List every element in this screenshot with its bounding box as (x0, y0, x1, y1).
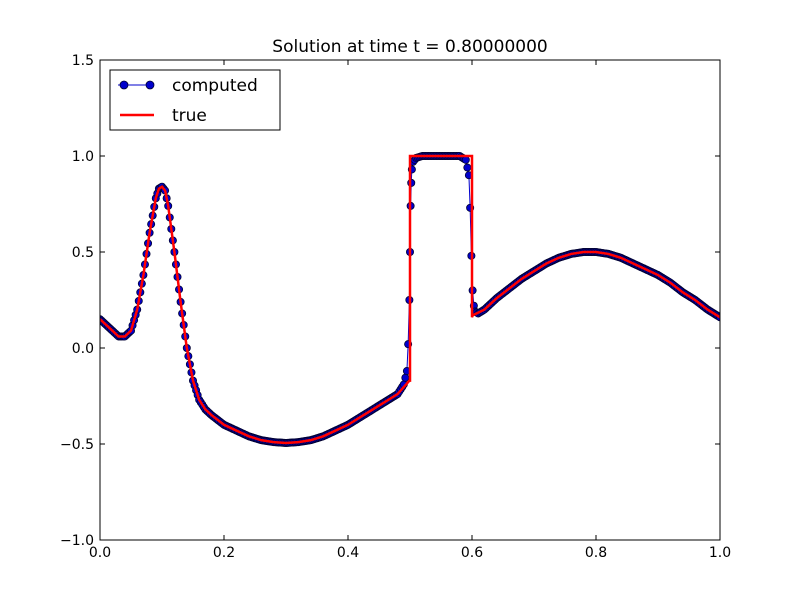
y-tick-label: 1.5 (72, 53, 94, 69)
chart-title: Solution at time t = 0.80000000 (272, 37, 547, 57)
legend-frame (109, 69, 281, 131)
computed-point (463, 163, 472, 172)
legend-computed-marker-left (119, 80, 129, 90)
series-layer (100, 151, 720, 448)
y-tick-label: −1.0 (60, 533, 94, 549)
legend-true-label: true (172, 106, 207, 126)
x-tick-label: 0.6 (461, 545, 483, 561)
y-tick-label: 0.5 (72, 245, 94, 261)
x-tick-label: 0.2 (213, 545, 235, 561)
x-tick-label: 0.4 (337, 545, 359, 561)
legend-computed-label: computed (172, 76, 258, 96)
legend: computed true (109, 69, 281, 131)
plot-frame (99, 59, 721, 541)
true-line (100, 154, 720, 445)
x-tick-label: 0.0 (89, 545, 111, 561)
computed-point (401, 373, 410, 382)
y-tick-label: 0.0 (72, 341, 94, 357)
y-tick-label: 1.0 (72, 149, 94, 165)
ticks-layer: 0.0 0.2 0.4 0.6 0.8 1.0 −1.0 −0.5 0.0 0.5 1.0 1.5 (60, 53, 731, 561)
x-tick-label: 1.0 (709, 545, 731, 561)
x-tick-label: 0.8 (585, 545, 607, 561)
legend-computed-marker-right (145, 80, 155, 90)
series-true (100, 154, 720, 445)
computed-point (461, 155, 470, 164)
y-tick-label: −0.5 (60, 437, 94, 453)
